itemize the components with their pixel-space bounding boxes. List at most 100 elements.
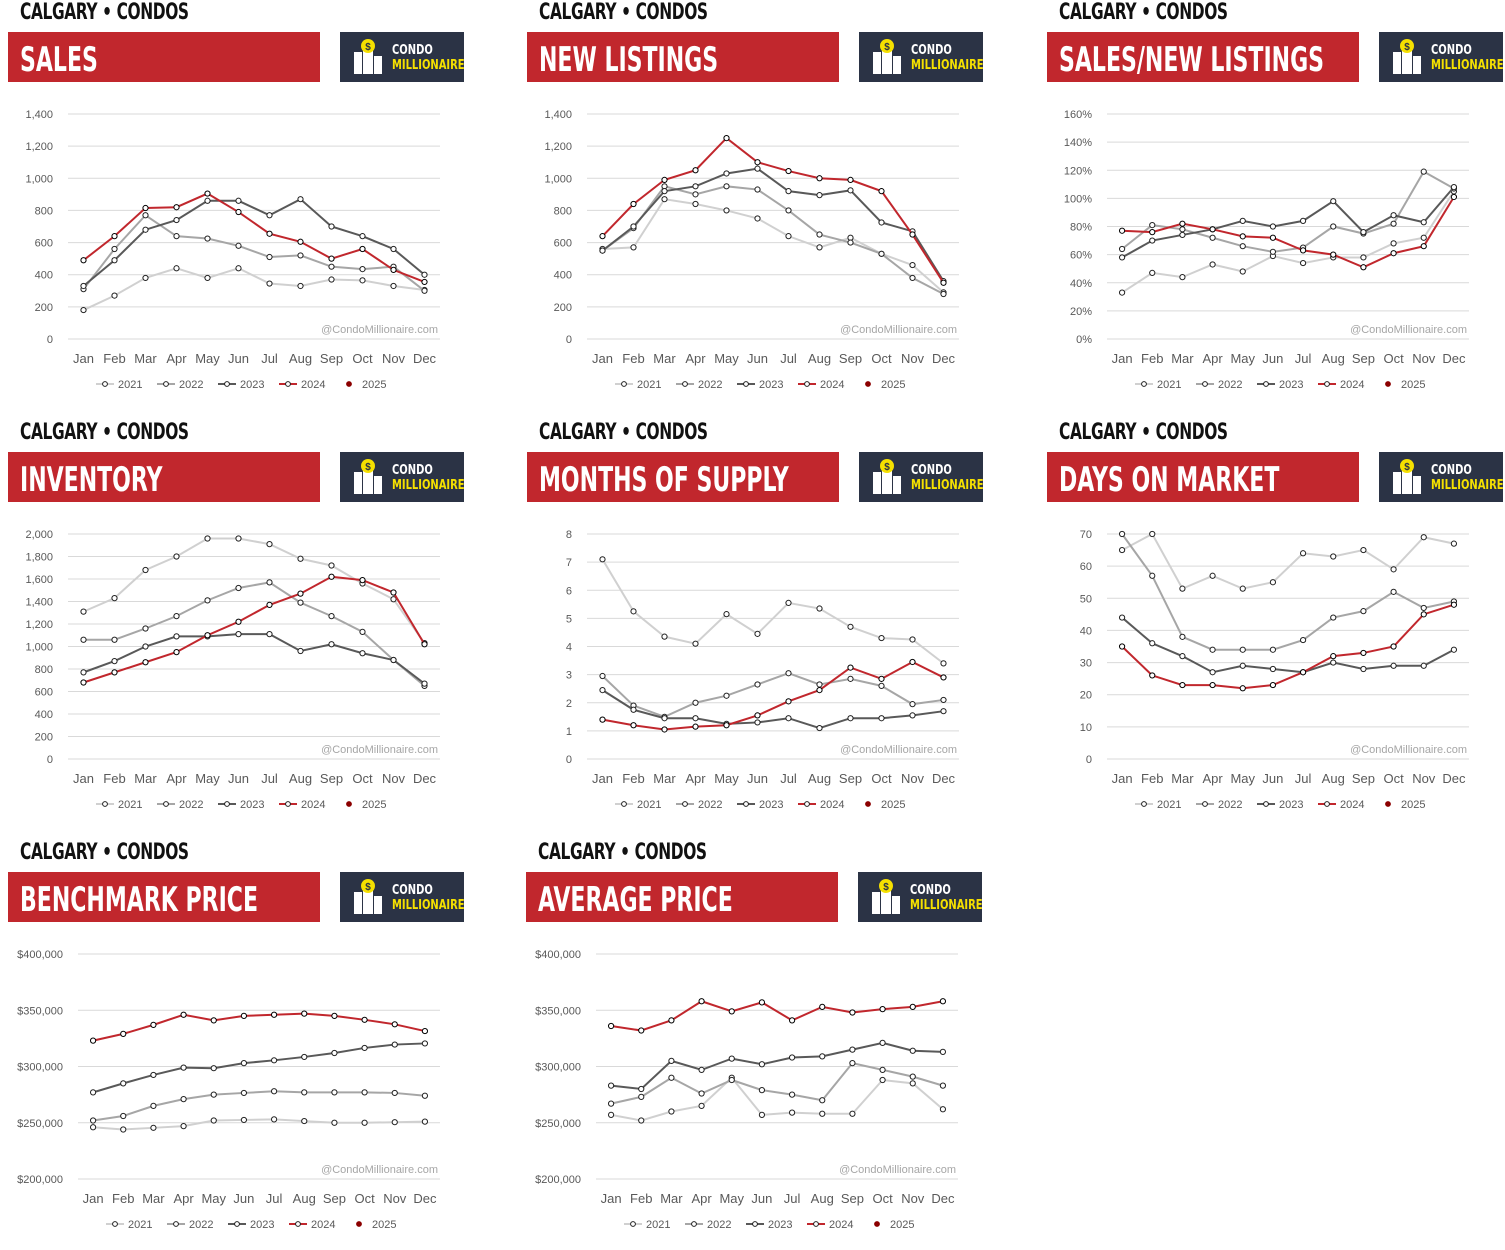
point-2024-Mar	[1179, 220, 1186, 227]
y-tick-label: 600	[35, 687, 53, 699]
x-tick-label: Feb	[103, 771, 125, 786]
legend-label-2022: 2022	[707, 1219, 731, 1231]
logo-line2: MILLIONAIRE	[1431, 478, 1504, 493]
series-line-2023	[92, 1042, 425, 1094]
point-2024-May	[210, 1017, 217, 1024]
point-2023-Jul	[785, 715, 792, 722]
y-tick-label: 30	[1080, 658, 1092, 670]
point-2023-Oct	[879, 1039, 886, 1046]
legend-marker	[804, 801, 810, 807]
point-2021-Jan	[80, 306, 87, 314]
point-2022-Feb	[638, 1093, 645, 1100]
series-line-2022	[601, 185, 944, 295]
x-tick-label: Jun	[228, 771, 249, 786]
point-2024-Oct	[878, 188, 885, 195]
point-2024-Mar	[142, 204, 149, 212]
y-tick-label: 0%	[1076, 334, 1092, 346]
point-2024-Dec	[939, 998, 947, 1005]
chart-title: NEW LISTINGS	[539, 40, 719, 80]
point-2024-May	[204, 632, 211, 639]
point-2024-Jun	[758, 999, 766, 1006]
point-2021-Sep	[328, 562, 335, 569]
series-line-2023	[601, 689, 944, 730]
point-2021-Sep	[1360, 254, 1367, 261]
x-tick-label: Jun	[1262, 771, 1283, 786]
point-2023-May	[1239, 662, 1246, 669]
legend-label-2023: 2023	[1279, 379, 1303, 391]
legend-marker	[224, 381, 230, 387]
point-2022-Jan	[599, 672, 606, 680]
point-2023-Sep	[847, 715, 854, 722]
point-2024-Feb	[111, 233, 118, 240]
point-2022-Nov	[1420, 604, 1427, 612]
point-2022-Apr	[180, 1096, 187, 1103]
point-2024-Oct	[1390, 250, 1397, 257]
point-2023-Oct	[1390, 662, 1397, 669]
x-tick-label: Apr	[691, 1191, 712, 1206]
point-2021-Apr	[1209, 572, 1216, 579]
point-2023-Mar	[661, 188, 668, 195]
series-line-2023	[83, 633, 426, 685]
point-2023-Sep	[1360, 665, 1367, 673]
point-2021-Sep	[849, 1110, 856, 1117]
point-2021-Mar	[661, 633, 668, 640]
point-2024-Nov	[909, 1003, 916, 1010]
point-2021-Jun	[235, 535, 242, 542]
point-2024-Mar	[661, 726, 668, 733]
y-tick-label: 3	[566, 670, 572, 682]
series-line-2023	[601, 167, 945, 282]
legend-label-2023: 2023	[1279, 799, 1303, 811]
x-tick-label: Feb	[622, 351, 644, 366]
point-2022-May	[204, 235, 211, 242]
y-tick-label: $250,000	[17, 1118, 63, 1130]
point-2022-Dec	[939, 1082, 947, 1089]
point-2021-Oct	[361, 1119, 368, 1126]
x-tick-label: May	[714, 771, 739, 786]
legend-marker	[346, 381, 352, 387]
point-2021-Jul	[788, 1109, 796, 1116]
point-2022-Aug	[816, 231, 823, 238]
point-2023-Aug	[297, 647, 304, 655]
point-2021-Dec	[421, 1118, 429, 1125]
point-2023-May	[1239, 217, 1246, 224]
logo-line2: MILLIONAIRE	[392, 478, 465, 493]
point-2021-Nov	[391, 1119, 398, 1126]
point-2023-Oct	[359, 650, 366, 657]
point-2023-Jul	[266, 212, 273, 219]
point-2022-Apr	[173, 233, 180, 240]
point-2023-Feb	[111, 658, 118, 665]
point-2024-Jul	[785, 167, 792, 175]
point-2024-Aug	[297, 238, 304, 245]
x-tick-label: Apr	[166, 771, 187, 786]
point-2021-Sep	[328, 276, 335, 283]
legend-label-2024: 2024	[301, 379, 325, 391]
point-2023-Jun	[754, 165, 761, 172]
legend-label-2022: 2022	[1218, 799, 1242, 811]
point-2021-Jul	[785, 233, 792, 240]
point-2022-Jan	[607, 1100, 615, 1107]
y-tick-label: 20	[1080, 690, 1092, 702]
point-2023-Jun	[235, 631, 242, 638]
logo-line1: CONDO	[392, 43, 433, 58]
point-2024-Jun	[754, 712, 761, 719]
point-2024-Oct	[879, 1006, 886, 1013]
panel-sales: CALGARY • CONDOS SALES $ CONDO MILLIONAIRE…	[8, 0, 478, 410]
x-tick-label: Oct	[871, 771, 892, 786]
x-tick-label: Sep	[320, 351, 343, 366]
point-2021-Aug	[816, 605, 823, 612]
point-2024-Sep	[1360, 264, 1367, 271]
x-tick-label: Jan	[1112, 351, 1133, 366]
panel-supertitle: CALGARY • CONDOS	[1059, 420, 1228, 445]
series-line-2021	[1121, 532, 1455, 590]
point-2021-Jul	[1299, 550, 1307, 557]
legend-label-2025: 2025	[1401, 799, 1425, 811]
svg-text:$: $	[365, 42, 371, 53]
point-2024-Mar	[150, 1021, 157, 1028]
x-tick-label: Aug	[808, 351, 831, 366]
point-2022-Jun	[1269, 248, 1277, 255]
point-2024-Nov	[1420, 243, 1427, 250]
point-2024-Apr	[698, 998, 705, 1005]
point-2023-Feb	[630, 706, 637, 713]
point-2024-May	[723, 722, 730, 729]
series-line-2023	[610, 1041, 943, 1091]
